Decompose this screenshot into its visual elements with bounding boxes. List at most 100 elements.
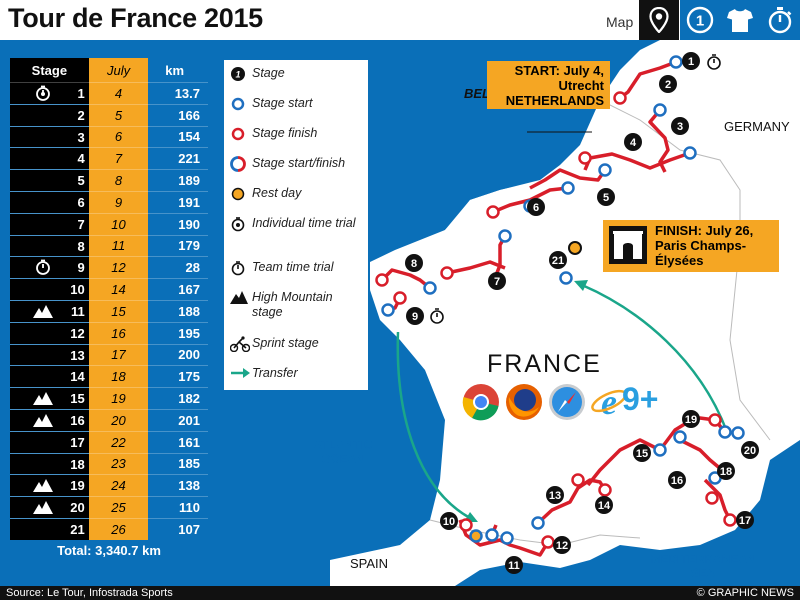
nav-stage-button[interactable]: 1 (680, 0, 720, 40)
stage-number: 21 (70, 521, 85, 537)
stage-marker-5: 5 (603, 192, 609, 204)
stage-date: 6 (88, 125, 149, 148)
stage-marker-12: 12 (556, 540, 568, 552)
table-row: 5 8 189 (10, 169, 208, 192)
browser-version-label: 9+ (622, 381, 659, 417)
nav-timer-button[interactable] (760, 0, 800, 40)
map-tab-label[interactable]: Map (606, 14, 634, 30)
chrome-icon (462, 384, 499, 421)
stage-distance: 13.7 (148, 82, 208, 105)
legend-item: Rest day (230, 186, 364, 202)
stage-number: 11 (70, 303, 85, 319)
stage-marker-1: 1 (688, 56, 694, 68)
table-row: 19 24 138 (10, 474, 208, 497)
total-row: Total: 3,340.7 km (10, 539, 208, 562)
total-distance: Total: 3,340.7 km (10, 539, 208, 562)
nav-jersey-button[interactable] (720, 0, 760, 40)
stage-marker-20: 20 (744, 445, 756, 457)
stage-cell: 3 (10, 125, 89, 148)
start-callout-line2: Utrecht (558, 78, 604, 93)
finish-callout-line1: FINISH: July 26, (655, 223, 754, 238)
table-body: 1 4 13.7 2 5 166 3 6 154 4 7 221 5 8 189 6 9 191 7 10 190 8 11… (10, 82, 208, 540)
stage-number: 1 (77, 86, 85, 101)
table-row: 15 19 182 (10, 387, 208, 410)
stage-cell: 19 (10, 474, 89, 497)
stage-date: 5 (88, 103, 149, 127)
map-pin-icon (649, 7, 669, 33)
transfer-arrowhead-east (574, 280, 588, 291)
stage-marker-21: 21 (552, 255, 564, 267)
stage-marker-17: 17 (739, 515, 751, 527)
stage-finish-icon (230, 126, 252, 142)
legend-label: Stage (252, 66, 285, 80)
table-header-row: Stage July km (10, 58, 208, 83)
stage-marker-2: 2 (665, 79, 671, 91)
arc-de-triomphe-icon (609, 226, 647, 264)
stage-distance: 201 (148, 408, 208, 432)
table-row: 2 5 166 (10, 103, 208, 127)
legend-item: Sprint stage (229, 336, 364, 353)
map-time-trial-icons (430, 54, 721, 324)
stage-date: 9 (88, 190, 149, 214)
nav-map-button[interactable] (639, 0, 679, 40)
stage-marker-14: 14 (598, 500, 611, 512)
table-row: 18 23 185 (10, 452, 208, 475)
stage-number: 8 (77, 238, 85, 254)
legend-label: Sprint stage (252, 336, 319, 350)
stage-cell: 6 (10, 190, 89, 214)
stage-number: 3 (77, 129, 85, 145)
start-callout: START: July 4, Utrecht NETHERLANDS (487, 61, 610, 109)
table-row: 20 25 110 (10, 496, 208, 519)
stage-marker-3: 3 (677, 121, 683, 133)
finish-callout: FINISH: July 26, Paris Champs- Élysées (603, 220, 779, 272)
stage-distance: 138 (148, 474, 208, 497)
stage-date: 15 (88, 299, 149, 323)
stage-cell: 12 (10, 321, 89, 345)
stage-number: 17 (70, 434, 85, 450)
stage-marker-6: 6 (533, 202, 539, 214)
stage-distance: 175 (148, 365, 208, 388)
stage-date: 4 (88, 82, 149, 105)
stage-distance: 166 (148, 103, 208, 127)
stage-one-icon: 1 (686, 6, 714, 34)
table-row: 13 17 200 (10, 343, 208, 366)
stage-marker-11: 11 (508, 560, 520, 572)
high-mountain-icon (32, 477, 54, 493)
stage-date: 16 (88, 321, 149, 345)
stage-cell: 4 (10, 147, 89, 170)
legend-label: Individual time trial (252, 216, 356, 230)
stage-cell: 15 (10, 387, 89, 410)
rest-day-icon (230, 186, 252, 202)
stage-date: 10 (88, 212, 149, 236)
stage-marker-18: 18 (720, 466, 732, 478)
stage-distance: 182 (148, 387, 208, 410)
transfer-arrow-west (396, 331, 471, 520)
table-row: 6 9 191 (10, 190, 208, 214)
stage-number: 20 (70, 500, 85, 516)
team-time-trial-icon (230, 260, 252, 276)
nav-stage-number: 1 (696, 13, 704, 30)
stopwatch-icon (768, 7, 792, 34)
table-row: 16 20 201 (10, 408, 208, 432)
stage-number: 4 (77, 151, 85, 167)
stage-cell: 17 (10, 430, 89, 454)
stage-date: 14 (88, 278, 149, 301)
stage-number: 18 (70, 456, 85, 472)
stage-cell: 18 (10, 452, 89, 475)
stage-date: 11 (88, 234, 149, 257)
header-bar: Tour de France 2015 Map 1 (0, 0, 800, 40)
stage-cell: 10 (10, 278, 89, 301)
footer-bar: Source: Le Tour, Infostrada Sports © GRA… (0, 586, 800, 600)
stage-marker-7: 7 (494, 276, 500, 288)
land-shape (330, 40, 800, 586)
stage-cell: 16 (10, 408, 89, 432)
table-row: 21 26 107 (10, 517, 208, 540)
stage-date: 19 (88, 387, 149, 410)
legend-item: Stage finish (230, 126, 364, 142)
individual-time-trial-icon (32, 85, 54, 101)
mediterranean-sea-label: MEDITERRANEAN SEA (650, 552, 756, 580)
germany-label: GERMANY (724, 119, 790, 134)
stage-cell: 9 (10, 256, 89, 279)
table-row: 17 22 161 (10, 430, 208, 454)
